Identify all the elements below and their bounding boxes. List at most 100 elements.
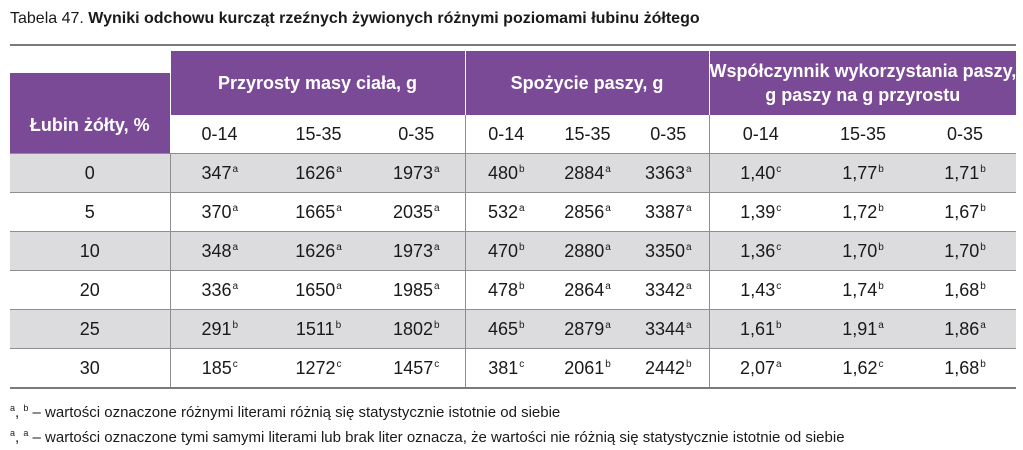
significance-letter: a (518, 202, 525, 214)
significance-letter: a (336, 280, 342, 292)
table-cell: 3344a (628, 309, 710, 349)
significance-letter: b (980, 280, 986, 292)
significance-letter: c (776, 163, 782, 175)
period-header: 0-14 (709, 115, 813, 154)
significance-letter: b (980, 358, 986, 370)
cell-value: 3342 (644, 279, 685, 300)
table-cell: 1511b (269, 309, 368, 349)
table-row: 25 291b 1511b 1802b 465b 2879a 3344a 1,61b 1,91a… (10, 309, 1017, 349)
table-cell: 1,39c (709, 192, 813, 232)
cell-value: 1,68 (944, 279, 980, 300)
table-cell: 1,43c (709, 270, 813, 310)
table-cell: 291b (170, 309, 269, 349)
period-header: 0-14 (170, 115, 269, 154)
cell-value: 336 (201, 279, 232, 300)
table-cell: 465b (465, 309, 547, 349)
significance-letter: b (518, 319, 525, 331)
footnote-1: a, b – wartości oznaczone różnymi litera… (10, 403, 561, 421)
significance-letter: b (980, 202, 986, 214)
table-cell: 2035a (368, 192, 466, 232)
period-header-row: 0-14 15-35 0-35 0-14 15-35 0-35 0-14 15-35 0-35 (10, 115, 1017, 154)
significance-letter: b (605, 358, 611, 370)
significance-letter: a (605, 241, 611, 253)
cell-value: 1,68 (944, 357, 980, 378)
table-cell: 470b (465, 231, 547, 271)
cell-value: 3363 (644, 162, 685, 183)
significance-letter: b (878, 241, 884, 253)
row-header: Łubin żółty, % (10, 73, 171, 137)
significance-letter: a (433, 280, 440, 292)
significance-letter: a (336, 241, 342, 253)
cell-value: 1,77 (842, 162, 878, 183)
cell-value: 2442 (644, 357, 685, 378)
caption-number: Tabela 47. (10, 10, 89, 27)
cell-value: 2,07 (739, 357, 775, 378)
table-cell: 3350a (628, 231, 710, 271)
significance-letter: b (518, 241, 525, 253)
cell-value: 1802 (392, 318, 433, 339)
significance-letter: a (336, 202, 342, 214)
period-header: 15-35 (269, 115, 368, 154)
table-cell: 1,74b (812, 270, 915, 310)
period-header: 15-35 (547, 115, 628, 154)
table-cell: 532a (465, 192, 547, 232)
table-cell: 3363a (628, 153, 710, 193)
table-cell: 2,07a (709, 348, 813, 389)
table-cell: 1,70b (914, 231, 1017, 271)
table-cell: 2884a (547, 153, 628, 193)
cell-value: 1,74 (842, 279, 878, 300)
significance-letter: a (605, 163, 611, 175)
period-header: 0-14 (465, 115, 547, 154)
cell-value: 1626 (295, 240, 336, 261)
significance-letter: b (878, 163, 884, 175)
cell-value: 1272 (295, 357, 336, 378)
cell-value: 1973 (392, 240, 433, 261)
cell-value: 1650 (295, 279, 336, 300)
table-cell: 1,77b (812, 153, 915, 193)
group-header-weight-gain: Przyrosty masy ciała, g (170, 51, 466, 115)
cell-value: 2856 (564, 201, 605, 222)
cell-value: 1,36 (740, 240, 776, 261)
cell-value: 1,62 (842, 357, 878, 378)
top-rule (10, 44, 1016, 46)
table-cell: 2856a (547, 192, 628, 232)
cell-value: 532 (487, 201, 518, 222)
significance-letter: a (433, 202, 440, 214)
cell-value: 1,61 (739, 318, 775, 339)
significance-letter: a (776, 358, 782, 370)
significance-letter: c (776, 202, 782, 214)
table-row: 30 185c 1272c 1457c 381c 2061b 2442b 2,07a 1,62c… (10, 348, 1017, 389)
group-header-feed-conversion: Współczynnik wykorzystania paszy, g pasz… (709, 51, 1016, 115)
table-cell: 1802b (368, 309, 466, 349)
cell-value: 3344 (644, 318, 685, 339)
cell-value: 2061 (564, 357, 605, 378)
table-row: 20 336a 1650a 1985a 478b 2864a 3342a 1,43c 1,74b… (10, 270, 1017, 310)
significance-letter: a (686, 202, 692, 214)
significance-letter: a (232, 163, 239, 175)
table-cell: 2880a (547, 231, 628, 271)
significance-letter: b (878, 202, 884, 214)
significance-letter: a (336, 163, 342, 175)
table-cell: 1,68b (914, 270, 1017, 310)
significance-letter: a (980, 319, 986, 331)
table-cell: 2061b (547, 348, 628, 389)
cell-value: 470 (487, 240, 518, 261)
significance-letter: a (232, 280, 239, 292)
table-row: 0 347a 1626a 1973a 480b 2884a 3363a 1,40c 1,77b 1… (10, 153, 1017, 193)
group-header-feed-conversion-line2: g paszy na g przyrostu (765, 85, 961, 105)
group-header-feed-intake: Spożycie paszy, g (465, 51, 710, 115)
row-label: 5 (10, 192, 171, 232)
table-cell: 1,68b (914, 348, 1017, 389)
table-cell: 381c (465, 348, 547, 389)
table-cell: 1,40c (709, 153, 813, 193)
significance-letter: b (980, 241, 986, 253)
table-cell: 2864a (547, 270, 628, 310)
significance-letter: b (776, 319, 782, 331)
significance-letter: c (519, 358, 525, 370)
cell-value: 1,86 (944, 318, 980, 339)
cell-value: 1,91 (842, 318, 878, 339)
table-cell: 1,36c (709, 231, 813, 271)
significance-letter: c (776, 241, 782, 253)
cell-value: 381 (488, 357, 519, 378)
table-cell: 1665a (269, 192, 368, 232)
